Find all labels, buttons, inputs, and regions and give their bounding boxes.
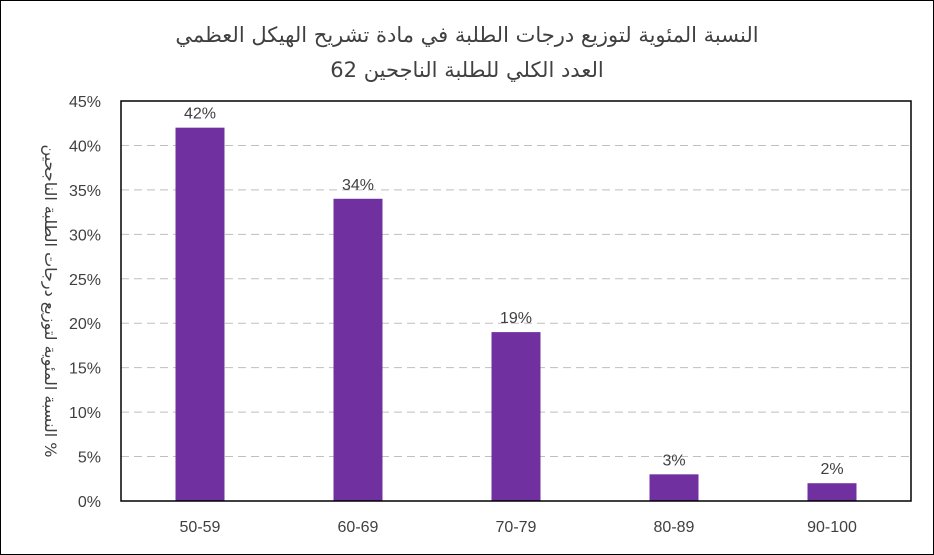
chart-title: النسبة المئوية لتوزيع درجات الطلبة في ما… xyxy=(175,23,758,47)
bar xyxy=(333,198,383,501)
y-tick-label: 25% xyxy=(69,272,101,289)
y-tick-label: 10% xyxy=(69,405,101,422)
bar xyxy=(649,474,699,501)
x-axis-ticks: 50-59 60-69 70-79 80-89 90-100 xyxy=(180,519,857,536)
x-tick-label: 80-89 xyxy=(654,519,695,536)
y-tick-label: 0% xyxy=(78,494,101,511)
chart-subtitle: العدد الكلي للطلبة الناجحين 62 xyxy=(330,58,603,82)
plot-area-border xyxy=(120,100,912,502)
y-axis-label: % النسبة المئوية لتوزيع درجات الطلبة الن… xyxy=(40,145,60,458)
x-tick-label: 50-59 xyxy=(180,519,221,536)
x-tick-label: 60-69 xyxy=(338,519,379,536)
y-tick-label: 30% xyxy=(69,227,101,244)
data-labels: 42% 34% 19% 3% 2% xyxy=(184,106,844,479)
bar xyxy=(175,127,225,502)
bar-data-label: 2% xyxy=(820,461,843,478)
y-tick-label: 45% xyxy=(69,94,101,111)
x-tick-label: 90-100 xyxy=(807,519,857,536)
bars xyxy=(175,127,857,502)
y-tick-label: 35% xyxy=(69,183,101,200)
bar-data-label: 34% xyxy=(342,177,374,194)
x-tick-label: 70-79 xyxy=(496,519,537,536)
y-axis-ticks: 0% 5% 10% 15% 20% 25% 30% 35% 40% 45% xyxy=(69,94,101,511)
y-tick-label: 40% xyxy=(69,138,101,155)
bar-data-label: 19% xyxy=(500,310,532,327)
y-tick-label: 15% xyxy=(69,361,101,378)
y-tick-label: 20% xyxy=(69,316,101,333)
bar xyxy=(491,332,541,501)
bar xyxy=(807,483,857,501)
bar-data-label: 42% xyxy=(184,106,216,123)
bar-data-label: 3% xyxy=(662,452,685,469)
y-tick-label: 5% xyxy=(78,450,101,467)
